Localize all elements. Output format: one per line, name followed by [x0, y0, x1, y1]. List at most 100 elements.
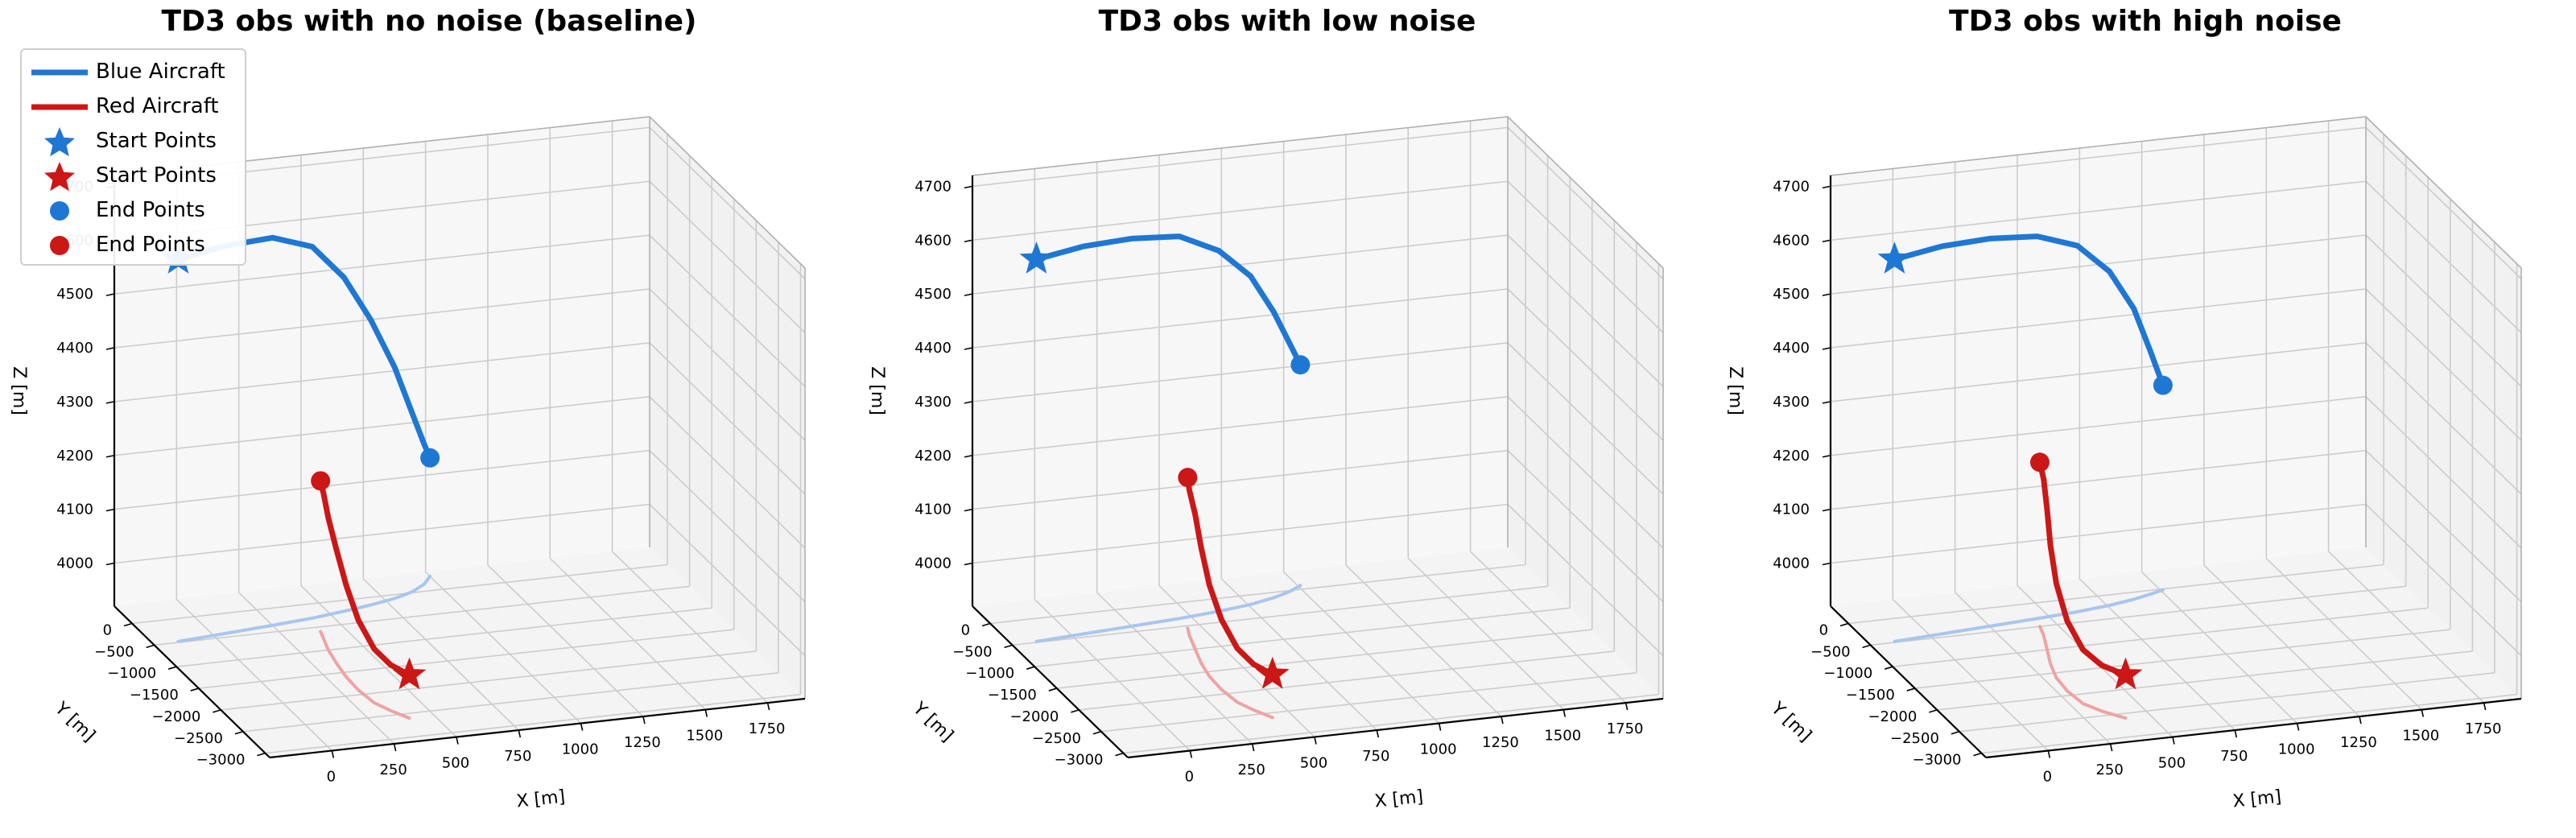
ticks	[105, 185, 770, 758]
x-tick	[1438, 723, 1442, 731]
x-tick-label: 1500	[686, 728, 723, 745]
x-tick	[331, 750, 335, 758]
y-tick-label: −500	[1810, 643, 1850, 660]
x-tick-label: 1500	[2402, 728, 2439, 745]
plot-area: 0 250 500 750 1000 1250 1500 1750 0 −500 −1000 −150…	[867, 116, 1664, 812]
gridline	[649, 234, 806, 387]
x-tick	[393, 743, 397, 752]
z-tick	[1822, 508, 1831, 512]
end-point-blue	[2153, 375, 2173, 395]
x-tick	[2172, 737, 2175, 745]
y-axis-line	[1830, 605, 1987, 758]
z-tick	[964, 239, 973, 243]
gridline	[1870, 585, 2406, 646]
z-tick	[1822, 185, 1831, 189]
y-tick-label: −3000	[1913, 752, 1962, 769]
x-tick	[456, 737, 459, 745]
z-tick-label: 4100	[56, 502, 93, 518]
ground-track-red	[319, 630, 411, 720]
gridline	[175, 598, 332, 752]
ground-track-red	[2038, 625, 2128, 720]
x-tick	[580, 723, 584, 731]
trajectory-red	[1184, 474, 1276, 678]
z-tick	[105, 562, 115, 566]
x-axis-label: X [m]	[515, 786, 566, 811]
x-tick-label: 250	[1237, 762, 1265, 778]
legend-item-red-end: End Points	[30, 229, 243, 262]
subplot-title: TD3 obs with high noise	[1949, 5, 2342, 38]
end-point-red	[1178, 468, 1198, 488]
gridline	[649, 342, 806, 495]
gridline	[1470, 551, 1627, 704]
legend-item-blue-end: End Points	[30, 195, 243, 227]
x-tick	[1563, 709, 1567, 717]
gridline	[1158, 584, 1315, 738]
gridline	[1507, 288, 1664, 441]
x-tick	[2296, 723, 2300, 731]
gridline	[2365, 126, 2522, 279]
gridline	[649, 126, 806, 279]
x-axis-line	[1127, 697, 1664, 759]
gridline	[1830, 449, 2367, 510]
gridline	[1507, 503, 1664, 657]
gridline	[1914, 629, 2450, 689]
legend-item-red-aircraft: Red Aircraft	[30, 91, 243, 123]
z-tick-label: 4500	[56, 286, 93, 303]
y-tick	[981, 622, 991, 627]
gridline	[972, 342, 1509, 402]
y-tick	[1929, 709, 1938, 713]
gridline	[114, 288, 650, 349]
gridline	[176, 607, 712, 667]
z-tick	[964, 562, 973, 566]
gridline	[549, 558, 706, 711]
z-tick	[1822, 293, 1831, 296]
x-tick-label: 1250	[1482, 734, 1519, 751]
y-tick	[1048, 687, 1058, 691]
gridline	[131, 563, 668, 625]
x-tick	[642, 716, 646, 724]
x-tick	[1314, 737, 1317, 745]
y-tick-label: 0	[1819, 621, 1828, 638]
gridline	[2328, 551, 2485, 704]
x-tick	[1501, 716, 1504, 724]
z-tick-label: 4600	[914, 232, 952, 249]
gridline	[649, 503, 806, 657]
tick-labels: 0 250 500 750 1000 1250 1500 1750 0 −500 −1000 −150…	[1773, 178, 2501, 785]
gridline	[1830, 180, 2367, 241]
start-point-red	[392, 657, 427, 690]
z-tick-label: 4200	[56, 448, 93, 464]
subplot-title: TD3 obs with low noise	[1098, 5, 1476, 38]
z-tick-label: 4000	[1773, 555, 1810, 572]
gridline	[1830, 126, 2367, 188]
gridline	[1056, 629, 1592, 689]
plot-area: 0 250 500 750 1000 1250 1500 1750 0 −500 −1000 −150…	[9, 116, 806, 812]
gridline	[2265, 558, 2422, 711]
y-tick-label: −3000	[1055, 752, 1104, 769]
x-axis-label: X [m]	[1373, 786, 1424, 811]
y-tick	[213, 709, 221, 713]
start-point-red	[1255, 656, 1290, 689]
gridlines	[972, 121, 1664, 754]
y-axis-label: Y [m]	[50, 698, 99, 746]
legend: Blue Aircraft Red Aircraft Start Points …	[20, 48, 246, 266]
trajectory-blue	[1892, 233, 2166, 389]
x-tick-label: 1250	[2340, 734, 2377, 751]
x-tick-label: 1750	[2465, 720, 2502, 737]
gridline	[114, 395, 650, 456]
gridline	[2365, 450, 2522, 603]
x-tick-label: 1000	[562, 741, 599, 758]
gridline	[1100, 671, 1637, 733]
back-pane	[1831, 117, 2366, 606]
z-tick	[964, 347, 973, 350]
floor-pane	[114, 547, 805, 758]
subplot-title: TD3 obs with no noise (baseline)	[161, 5, 697, 38]
gridlines	[114, 121, 806, 754]
z-tick	[964, 508, 973, 512]
y-tick-label: −2500	[1890, 730, 1939, 747]
x-tick	[2234, 729, 2238, 738]
y-tick	[1026, 666, 1035, 670]
z-tick	[105, 293, 115, 296]
trajectory-blue	[1034, 233, 1303, 368]
z-tick-label: 4600	[1773, 232, 1810, 249]
y-tick	[234, 731, 244, 735]
